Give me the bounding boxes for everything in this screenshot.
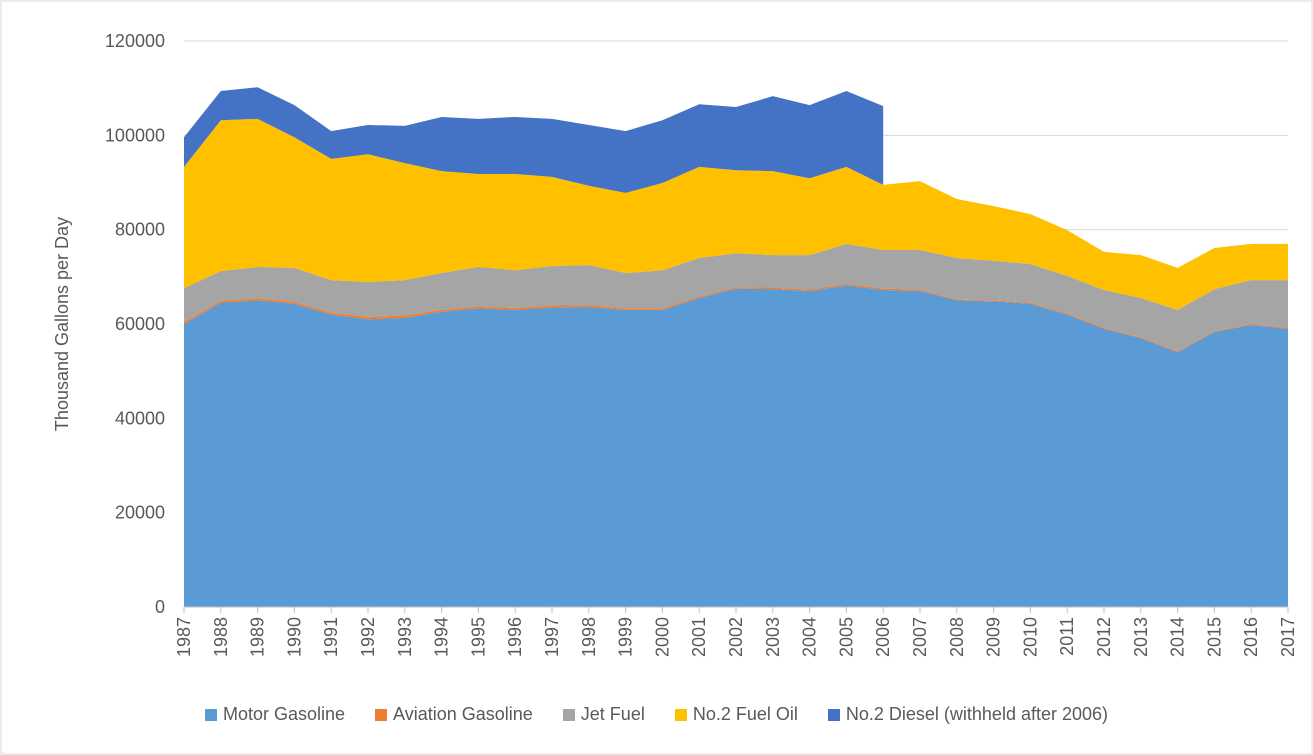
x-tick-label: 1990 xyxy=(284,617,304,657)
legend-item: Motor Gasoline xyxy=(204,704,346,725)
x-tick-label: 2017 xyxy=(1278,617,1298,657)
legend-label: Aviation Gasoline xyxy=(393,704,533,724)
legend-item: No.2 Fuel Oil xyxy=(674,704,798,725)
y-tick-label: 80000 xyxy=(115,220,165,240)
x-tick-label: 2012 xyxy=(1094,617,1114,657)
x-tick-label: 2008 xyxy=(947,617,967,657)
x-tick-label: 1988 xyxy=(211,617,231,657)
x-tick-label: 2002 xyxy=(726,617,746,657)
x-tick-label: 2016 xyxy=(1241,617,1261,657)
legend-swatch xyxy=(827,708,840,721)
x-tick-label: 1999 xyxy=(616,617,636,657)
x-tick-label: 2000 xyxy=(652,617,672,657)
legend-swatch xyxy=(562,708,575,721)
area xyxy=(184,87,884,193)
area xyxy=(184,118,1288,310)
y-tick-label: 120000 xyxy=(105,31,165,51)
x-tick-label: 2015 xyxy=(1204,617,1224,657)
x-tick-label: 1997 xyxy=(542,617,562,657)
area xyxy=(184,243,1288,352)
x-tick-label: 2014 xyxy=(1168,617,1188,657)
x-tick-label: 2011 xyxy=(1057,617,1077,656)
y-tick-label: 40000 xyxy=(115,408,165,428)
legend-swatch xyxy=(204,708,217,721)
legend-item: Jet Fuel xyxy=(562,704,645,725)
x-tick-label: 2004 xyxy=(800,617,820,657)
x-tick-label: 2003 xyxy=(763,617,783,657)
x-tick-label: 1998 xyxy=(579,617,599,657)
x-tick-label: 1989 xyxy=(248,617,268,657)
legend-swatch xyxy=(674,708,687,721)
x-tick-label: 2006 xyxy=(873,617,893,657)
x-tick-label: 2013 xyxy=(1131,617,1151,657)
x-tick-label: 1992 xyxy=(358,617,378,657)
x-tick-label: 2001 xyxy=(689,617,709,657)
x-tick-label: 1993 xyxy=(395,617,415,657)
legend-item: No.2 Diesel (withheld after 2006) xyxy=(827,704,1109,725)
legend: Motor Gasoline Aviation Gasoline Jet Fuel N… xyxy=(0,704,1313,725)
legend-label: Motor Gasoline xyxy=(222,704,346,724)
x-tick-label: 1991 xyxy=(321,617,341,657)
x-tick-label: 1994 xyxy=(432,617,452,657)
x-tick-label: 2009 xyxy=(984,617,1004,657)
x-tick-label: 2005 xyxy=(836,617,856,657)
legend-label: No.2 Diesel (withheld after 2006) xyxy=(845,704,1109,724)
x-tick-label: 1995 xyxy=(468,617,488,657)
y-tick-label: 20000 xyxy=(115,503,165,523)
y-tick-label: 0 xyxy=(155,597,165,617)
legend-label: Jet Fuel xyxy=(580,704,645,724)
legend-swatch xyxy=(375,708,388,721)
legend-label: No.2 Fuel Oil xyxy=(692,704,798,724)
y-tick-label: 100000 xyxy=(105,125,165,145)
y-tick-label: 60000 xyxy=(115,314,165,334)
y-axis-title: Thousand Gallons per Day xyxy=(52,217,72,431)
x-tick-label: 1996 xyxy=(505,617,525,657)
x-tick-label: 2007 xyxy=(910,617,930,657)
legend-item: Aviation Gasoline xyxy=(375,704,533,725)
area xyxy=(184,285,1288,607)
x-tick-label: 2010 xyxy=(1020,617,1040,657)
x-tick-label: 1987 xyxy=(174,617,194,657)
